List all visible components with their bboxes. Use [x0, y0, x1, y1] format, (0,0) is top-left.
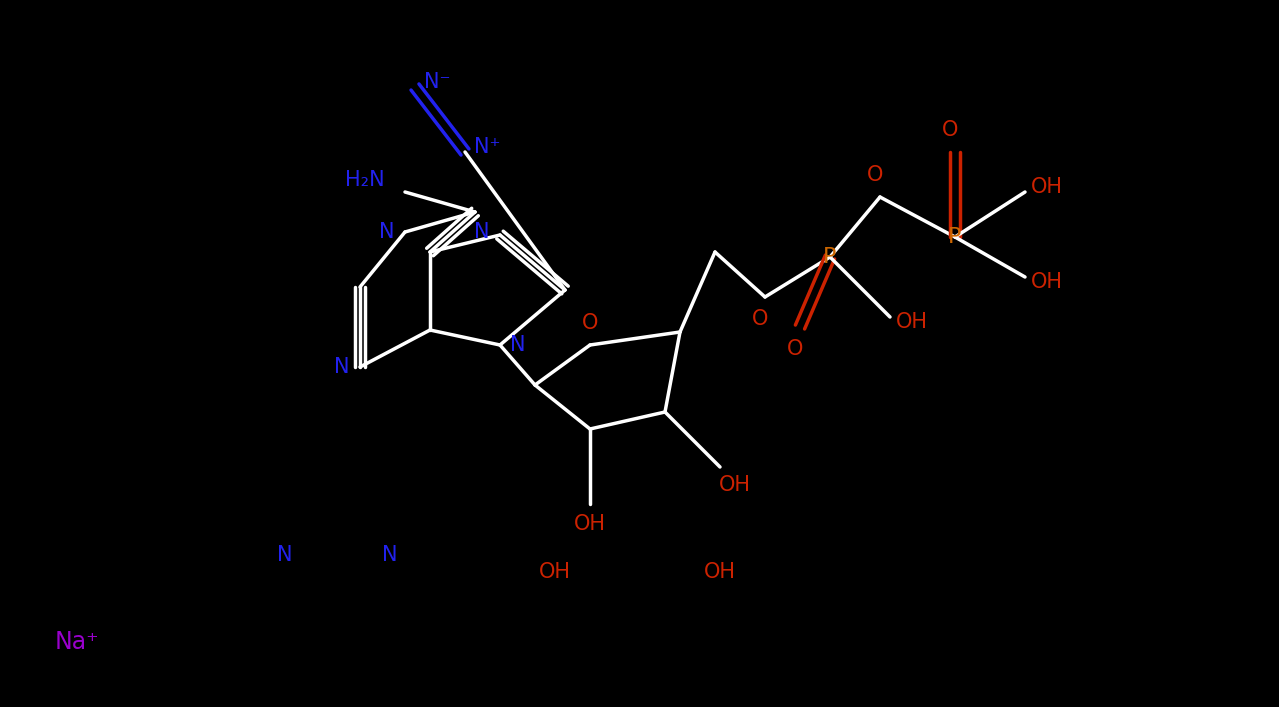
- Text: N: N: [380, 222, 395, 242]
- Text: OH: OH: [1031, 272, 1063, 292]
- Text: H₂N: H₂N: [345, 170, 385, 190]
- Text: O: O: [787, 339, 803, 359]
- Text: OH: OH: [897, 312, 929, 332]
- Text: OH: OH: [719, 475, 751, 495]
- Text: O: O: [752, 309, 769, 329]
- Text: O: O: [867, 165, 884, 185]
- Text: O: O: [582, 313, 599, 333]
- Text: OH: OH: [574, 514, 606, 534]
- Text: N: N: [278, 545, 293, 565]
- Text: N: N: [334, 357, 349, 377]
- Text: OH: OH: [1031, 177, 1063, 197]
- Text: N: N: [510, 335, 526, 355]
- Text: O: O: [941, 120, 958, 140]
- Text: P: P: [824, 247, 836, 267]
- Text: OH: OH: [538, 562, 570, 582]
- Text: N⁻: N⁻: [423, 72, 450, 92]
- Text: N: N: [475, 222, 490, 242]
- Text: N⁺: N⁺: [473, 137, 500, 157]
- Text: P: P: [948, 227, 962, 247]
- Text: Na⁺: Na⁺: [55, 630, 100, 654]
- Text: N: N: [382, 545, 398, 565]
- Text: OH: OH: [703, 562, 735, 582]
